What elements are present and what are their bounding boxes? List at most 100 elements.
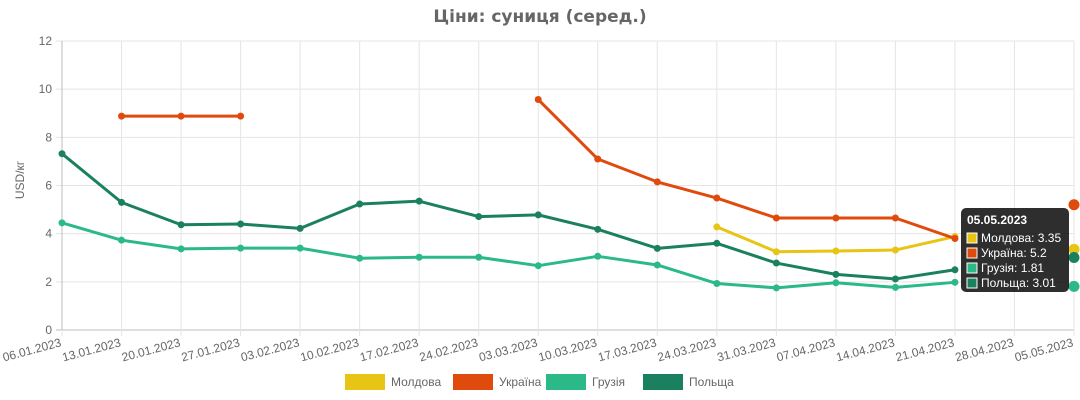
series-Польща <box>58 150 1080 283</box>
data-point <box>118 112 126 120</box>
y-axis: 0 2 4 6 8 10 12 <box>39 34 53 337</box>
tooltip-swatch <box>966 247 978 259</box>
data-point <box>1068 280 1080 292</box>
data-point <box>296 224 304 232</box>
data-point <box>951 278 959 286</box>
legend-swatch <box>345 374 385 390</box>
series-line <box>61 152 956 281</box>
x-tick-label: 10.03.2023 <box>537 335 599 364</box>
legend-label: Польща <box>689 375 734 389</box>
legend-item[interactable]: Грузія <box>546 374 625 390</box>
data-point <box>594 155 602 163</box>
tooltip-swatch <box>966 277 978 289</box>
data-point <box>713 239 721 247</box>
series-Україна <box>118 96 1080 242</box>
legend-label: Грузія <box>592 375 625 389</box>
data-point <box>594 252 602 260</box>
data-point <box>891 214 899 222</box>
data-point <box>237 220 245 228</box>
data-point <box>653 244 661 252</box>
data-point <box>296 244 304 252</box>
x-tick-label: 06.01.2023 <box>1 335 63 364</box>
x-tick-label: 14.04.2023 <box>835 335 897 364</box>
tooltip-item: Польща: 3.01 <box>981 276 1056 290</box>
data-point <box>237 244 245 252</box>
y-tick-label: 4 <box>45 227 52 241</box>
x-tick-label: 24.02.2023 <box>418 335 480 364</box>
data-point <box>356 254 364 262</box>
data-point <box>415 197 423 205</box>
data-point <box>415 253 423 261</box>
data-point <box>237 112 245 120</box>
x-tick-label: 07.04.2023 <box>775 335 837 364</box>
y-tick-label: 6 <box>45 179 52 193</box>
data-point <box>534 211 542 219</box>
tooltip-item: Грузія: 1.81 <box>981 261 1044 275</box>
data-point <box>713 280 721 288</box>
x-tick-label: 21.04.2023 <box>894 335 956 364</box>
legend-label: Україна <box>499 375 542 389</box>
series-Грузія <box>58 219 1080 292</box>
y-tick-label: 0 <box>45 323 52 337</box>
tooltip-swatch <box>966 232 978 244</box>
data-point <box>118 236 126 244</box>
data-point <box>832 214 840 222</box>
series-line <box>61 221 956 290</box>
tooltip-item: Молдова: 3.35 <box>981 231 1061 245</box>
data-point <box>832 279 840 287</box>
y-axis-label: USD/кг <box>13 160 27 199</box>
data-point <box>951 266 959 274</box>
data-point <box>891 275 899 283</box>
legend-swatch <box>643 374 683 390</box>
legend-item[interactable]: Польща <box>643 374 734 390</box>
data-point <box>177 112 185 120</box>
data-point <box>177 221 185 229</box>
y-tick-label: 8 <box>45 130 52 144</box>
data-point <box>594 225 602 233</box>
data-point <box>951 234 959 242</box>
x-tick-label: 24.03.2023 <box>656 335 718 364</box>
x-tick-label: 28.04.2023 <box>954 335 1016 364</box>
x-axis: 06.01.202313.01.202320.01.202327.01.2023… <box>1 335 1075 364</box>
x-tick-label: 31.03.2023 <box>715 335 777 364</box>
data-point <box>1068 199 1080 211</box>
data-point <box>534 96 542 104</box>
tooltip-title: 05.05.2023 <box>967 213 1027 227</box>
data-point <box>891 283 899 291</box>
data-point <box>772 259 780 267</box>
legend-item[interactable]: Молдова <box>345 374 441 390</box>
legend-item[interactable]: Україна <box>453 374 542 390</box>
series-line <box>537 98 956 240</box>
data-point <box>1068 252 1080 264</box>
data-point <box>891 246 899 254</box>
tooltip-item: Україна: 5.2 <box>981 246 1047 260</box>
data-point <box>118 198 126 206</box>
data-point <box>653 178 661 186</box>
legend[interactable]: Молдова Україна Грузія Польща <box>345 374 734 390</box>
chart-title: Ціни: суниця (серед.) <box>433 7 647 27</box>
data-point <box>356 200 364 208</box>
data-point <box>475 253 483 261</box>
x-tick-label: 10.02.2023 <box>299 335 361 364</box>
tooltip-box <box>961 208 1069 292</box>
series-layer <box>58 96 1080 292</box>
x-tick-label: 17.03.2023 <box>596 335 658 364</box>
data-point <box>534 262 542 270</box>
x-tick-label: 03.02.2023 <box>239 335 301 364</box>
legend-label: Молдова <box>391 375 441 389</box>
y-tick-label: 12 <box>39 34 53 48</box>
data-point <box>177 245 185 253</box>
grid <box>56 40 1075 336</box>
data-point <box>772 214 780 222</box>
data-point <box>832 270 840 278</box>
legend-swatch <box>546 374 586 390</box>
data-point <box>772 248 780 256</box>
x-tick-label: 20.01.2023 <box>120 335 182 364</box>
data-point <box>58 150 66 158</box>
x-tick-label: 03.03.2023 <box>477 335 539 364</box>
x-tick-label: 13.01.2023 <box>61 335 123 364</box>
data-point <box>713 194 721 202</box>
data-point <box>475 213 483 221</box>
